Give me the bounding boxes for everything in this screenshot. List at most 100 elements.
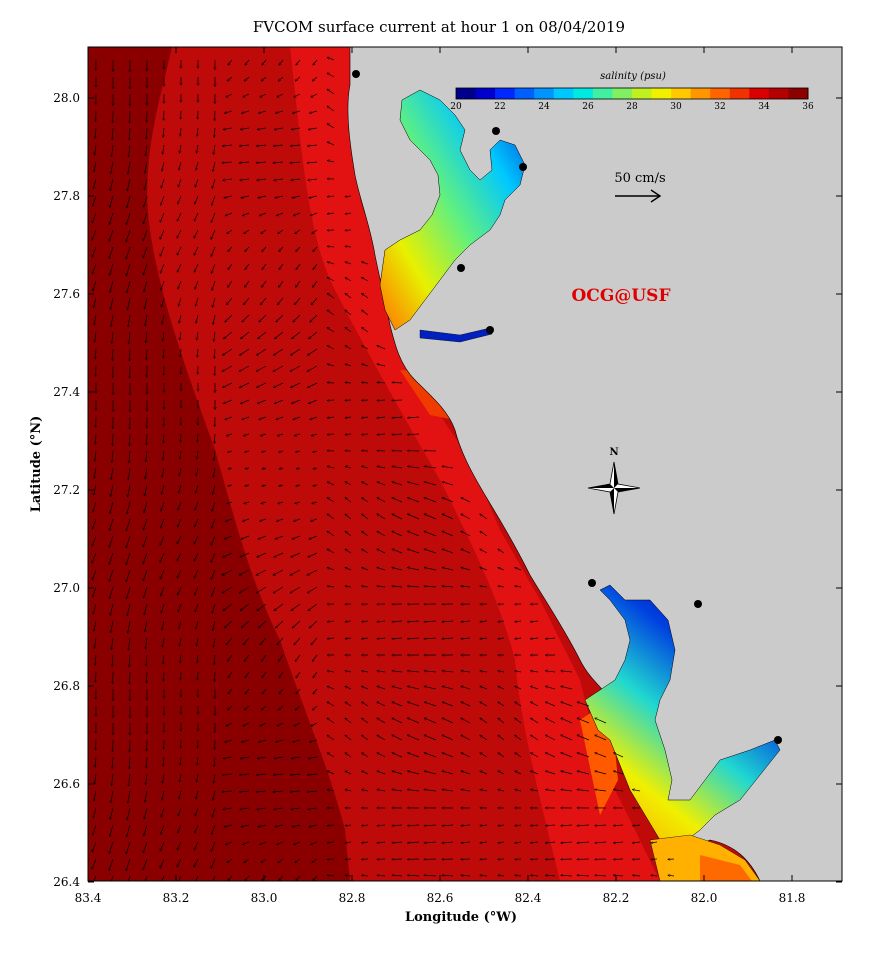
current-vector (377, 753, 386, 758)
current-vector (345, 262, 352, 265)
current-vector (224, 195, 233, 198)
current-vector (256, 569, 267, 575)
current-vector (362, 753, 369, 758)
current-vector (160, 518, 165, 528)
current-vector (126, 535, 131, 548)
x-axis-label: Longitude (°W) (405, 910, 517, 925)
current-vector (145, 790, 148, 802)
current-vector (92, 518, 97, 529)
current-vector (561, 771, 573, 775)
current-vector (278, 502, 284, 504)
current-vector (292, 620, 301, 628)
current-vector (498, 549, 505, 554)
current-vector (292, 195, 301, 198)
current-vector (291, 603, 301, 611)
current-vector (561, 875, 573, 876)
current-vector (309, 195, 318, 198)
current-vector (577, 753, 590, 758)
current-vector (345, 718, 352, 724)
current-vector (111, 467, 114, 480)
current-vector (480, 586, 488, 587)
current-vector (362, 531, 369, 537)
current-vector (480, 621, 488, 622)
current-vector (345, 702, 352, 707)
current-vector (178, 875, 182, 881)
current-vector (362, 262, 369, 265)
current-vector (127, 824, 131, 837)
current-vector (161, 297, 165, 307)
current-vector (110, 178, 114, 191)
current-vector (461, 638, 471, 639)
current-vector (424, 482, 437, 486)
current-vector (177, 246, 182, 255)
current-vector (515, 771, 522, 775)
colorbar-swatch (632, 88, 653, 99)
current-vector (545, 790, 556, 792)
current-vector (256, 382, 267, 388)
current-vector (211, 858, 216, 869)
current-vector (144, 501, 148, 513)
current-vector (498, 875, 505, 876)
current-vector (327, 718, 335, 724)
current-vector (311, 722, 318, 726)
current-vector (377, 718, 386, 724)
current-vector (245, 485, 250, 486)
current-vector (243, 93, 250, 97)
current-vector (345, 771, 352, 775)
current-vector (292, 110, 301, 113)
current-vector (442, 586, 454, 587)
colorbar-tick-label: 24 (538, 102, 550, 112)
current-vector (197, 756, 198, 765)
current-vector (480, 753, 488, 758)
current-vector (144, 603, 148, 615)
current-vector (212, 807, 216, 818)
y-tick-label: 27.4 (53, 385, 80, 399)
current-vector (407, 514, 420, 520)
current-vector (577, 771, 590, 775)
current-vector (312, 705, 318, 710)
current-vector (515, 753, 522, 758)
current-vector (307, 791, 318, 792)
current-vector (111, 790, 114, 803)
current-vector (407, 586, 420, 587)
current-vector (461, 842, 471, 843)
current-vector (362, 586, 369, 587)
current-vector (345, 790, 352, 792)
current-vector (362, 514, 369, 520)
current-vector (327, 142, 335, 146)
current-vector (212, 603, 216, 614)
current-vector (362, 875, 369, 876)
tampa-bay (379, 89, 526, 331)
current-vector (143, 569, 148, 581)
current-vector (309, 331, 318, 339)
current-vector (293, 212, 301, 216)
current-vector (279, 246, 284, 252)
current-vector (178, 280, 182, 289)
current-vector (327, 621, 335, 622)
current-vector (257, 179, 267, 180)
current-vector (145, 484, 148, 496)
current-vector (442, 638, 454, 639)
current-vector (308, 552, 318, 557)
current-vector (112, 654, 113, 667)
current-vector (362, 621, 369, 622)
colorbar-swatch (534, 88, 555, 99)
current-vector (213, 467, 216, 478)
current-vector (94, 161, 97, 172)
compass-north-label: N (609, 447, 618, 458)
colorbar-swatch (729, 88, 750, 99)
current-vector (227, 229, 233, 234)
current-vector (273, 569, 284, 575)
current-vector (245, 246, 250, 252)
current-vector (279, 451, 284, 452)
current-vector (561, 686, 573, 690)
colorbar-swatch (768, 88, 789, 99)
current-vector (94, 484, 97, 495)
current-vector (242, 314, 250, 322)
current-vector (480, 842, 488, 843)
current-vector (256, 791, 267, 792)
colorbar-swatch (475, 88, 496, 99)
scale-arrow-label: 50 cm/s (614, 171, 665, 186)
current-vector (127, 195, 131, 208)
current-vector (198, 671, 199, 680)
